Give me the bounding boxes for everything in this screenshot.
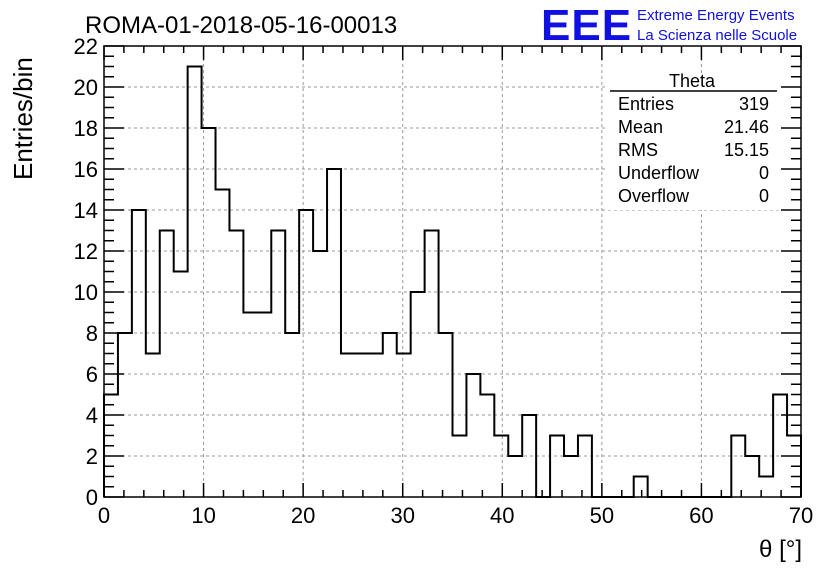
stats-box: Theta Entries 319 Mean 21.46 RMS 15.15 U… [606, 71, 779, 210]
histogram-bin [578, 436, 592, 498]
histogram-bin [494, 436, 508, 498]
x-tick-label: 20 [291, 503, 315, 528]
eee-logo: EEE [541, 1, 632, 50]
stat-rms-value: 15.15 [724, 140, 769, 160]
x-tick-label: 0 [98, 503, 110, 528]
histogram-bin [508, 456, 522, 497]
histogram-bin [341, 354, 355, 498]
y-axis-title: Entries/bin [8, 57, 38, 180]
y-tick-label: 20 [74, 75, 98, 100]
y-tick-label: 10 [74, 280, 98, 305]
stats-box-background [606, 77, 779, 210]
histogram-bin [132, 210, 146, 497]
y-tick-label: 2 [86, 444, 98, 469]
axis-ticks [103, 45, 802, 498]
y-tick-label: 12 [74, 239, 98, 264]
stat-rms-label: RMS [618, 140, 658, 160]
histogram-bin [550, 436, 564, 498]
logo-subtitle-2: La Scienza nelle Scuole [637, 27, 797, 44]
stat-underflow-label: Underflow [618, 163, 700, 183]
stat-overflow-value: 0 [759, 186, 769, 206]
y-tick-label: 6 [86, 362, 98, 387]
y-tick-label: 22 [74, 34, 98, 59]
y-tick-labels: 0 2 4 6 8 10 12 14 16 18 20 22 [74, 34, 98, 510]
histogram-bin [564, 456, 578, 497]
stat-entries-label: Entries [618, 94, 674, 114]
stat-overflow-label: Overflow [618, 186, 690, 206]
x-tick-label: 40 [490, 503, 514, 528]
histogram-bin [174, 272, 188, 498]
histogram-bin [146, 354, 160, 498]
stat-underflow-value: 0 [759, 163, 769, 183]
x-axis-title: θ [°] [759, 536, 802, 563]
histogram-bin [188, 67, 202, 498]
histogram-bin [271, 231, 285, 498]
histogram-bin [257, 313, 271, 498]
stats-box-title: Theta [669, 71, 716, 91]
x-tick-label: 30 [390, 503, 414, 528]
x-tick-label: 50 [590, 503, 614, 528]
run-title: ROMA-01-2018-05-16-00013 [85, 12, 397, 39]
y-tick-label: 16 [74, 157, 98, 182]
histogram-bin [425, 231, 439, 498]
y-tick-label: 8 [86, 321, 98, 346]
histogram-bin [480, 395, 494, 498]
histogram-bin [773, 395, 787, 498]
histogram-bin [634, 477, 648, 498]
stat-entries-value: 319 [739, 94, 769, 114]
histogram-bin [453, 436, 467, 498]
histogram-bin [397, 354, 411, 498]
histogram-bin [745, 456, 759, 497]
x-tick-label: 10 [191, 503, 215, 528]
x-tick-labels: 0 10 20 30 40 50 60 70 [98, 503, 813, 528]
histogram-bin [411, 292, 425, 497]
stat-mean-label: Mean [618, 117, 663, 137]
histogram-bin [731, 436, 745, 498]
y-tick-label: 18 [74, 116, 98, 141]
y-tick-label: 4 [86, 403, 98, 428]
histogram-bin [229, 231, 243, 498]
histogram-bin [243, 313, 257, 498]
histogram-bin [355, 354, 369, 498]
histogram-bin [466, 374, 480, 497]
stat-mean-value: 21.46 [724, 117, 769, 137]
logo-subtitle-1: Extreme Energy Events [637, 7, 795, 24]
histogram-bin [299, 210, 313, 497]
histogram-bin [216, 190, 230, 498]
y-tick-label: 0 [86, 485, 98, 510]
histogram-bin [160, 231, 174, 498]
histogram-bin [369, 354, 383, 498]
y-tick-label: 14 [74, 198, 98, 223]
x-tick-label: 70 [789, 503, 813, 528]
x-tick-label: 60 [689, 503, 713, 528]
